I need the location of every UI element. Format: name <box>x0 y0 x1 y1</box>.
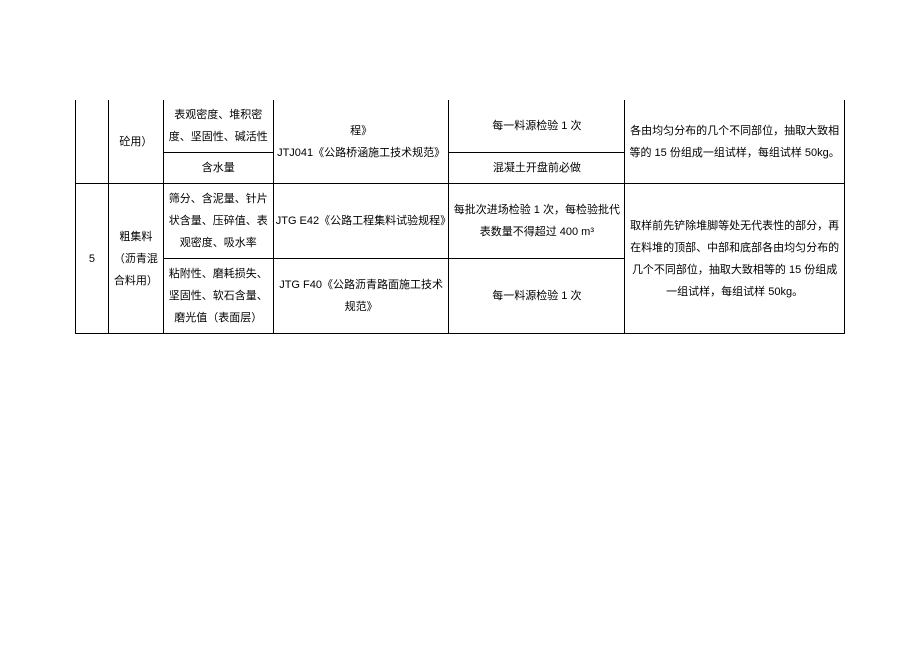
cell-num: 5 <box>76 184 109 334</box>
cell-item: 粘附性、磨耗损失、坚固性、软石含量、磨光值（表面层） <box>163 259 273 334</box>
table-row: 砼用） 表观密度、堆积密度、坚固性、碱活性 程》 JTJ041《公路桥涵施工技术… <box>76 100 845 153</box>
cell-freq: 混凝土开盘前必做 <box>449 153 625 184</box>
cell-item: 表观密度、堆积密度、坚固性、碱活性 <box>163 100 273 153</box>
cell-freq: 每批次进场检验 1 次，每检验批代表数量不得超过 400 m³ <box>449 184 625 259</box>
cell-method: 取样前先铲除堆脚等处无代表性的部分，再在料堆的顶部、中部和底部各由均匀分布的几个… <box>625 184 845 334</box>
cell-freq: 每一料源检验 1 次 <box>449 259 625 334</box>
cell-std: JTG F40《公路沥青路面施工技术规范》 <box>273 259 449 334</box>
cell-std: 程》 JTJ041《公路桥涵施工技术规范》 <box>273 100 449 184</box>
cell-material: 砼用） <box>108 100 163 184</box>
cell-item: 含水量 <box>163 153 273 184</box>
cell-method: 各由均匀分布的几个不同部位，抽取大致相等的 15 份组成一组试样，每组试样 50… <box>625 100 845 184</box>
cell-material: 粗集料（沥青混合料用） <box>108 184 163 334</box>
spec-table: 砼用） 表观密度、堆积密度、坚固性、碱活性 程》 JTJ041《公路桥涵施工技术… <box>75 100 845 334</box>
cell-item: 筛分、含泥量、针片状含量、压碎值、表观密度、吸水率 <box>163 184 273 259</box>
cell-num <box>76 100 109 184</box>
cell-std: JTG E42《公路工程集料试验规程》 <box>273 184 449 259</box>
table-row: 5 粗集料（沥青混合料用） 筛分、含泥量、针片状含量、压碎值、表观密度、吸水率 … <box>76 184 845 259</box>
cell-freq: 每一料源检验 1 次 <box>449 100 625 153</box>
